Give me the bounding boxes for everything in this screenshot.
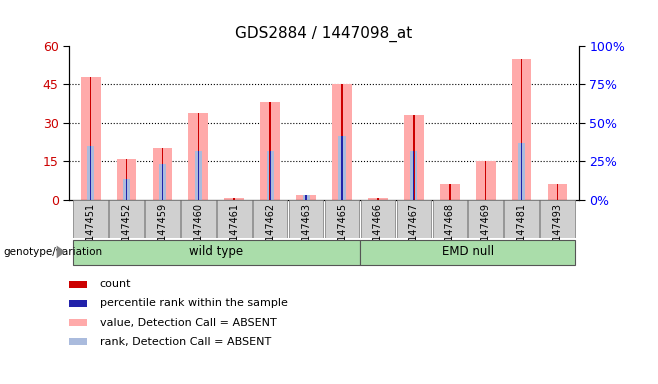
Text: GSM147461: GSM147461 [229, 203, 240, 262]
Bar [296, 195, 316, 200]
Bar [90, 77, 91, 200]
Bar [360, 240, 576, 265]
Bar [449, 184, 451, 200]
Bar [87, 146, 94, 200]
Bar [217, 200, 251, 238]
Bar [338, 136, 345, 200]
Polygon shape [57, 246, 66, 258]
Bar [266, 151, 274, 200]
Text: GSM147468: GSM147468 [445, 203, 455, 262]
Text: EMD null: EMD null [442, 245, 494, 258]
Bar [181, 200, 216, 238]
Bar [404, 115, 424, 200]
Bar [540, 200, 574, 238]
Bar [253, 200, 288, 238]
Bar [305, 195, 307, 200]
Bar [145, 200, 180, 238]
Bar [123, 179, 130, 200]
Text: GSM147451: GSM147451 [86, 203, 95, 262]
Bar [485, 161, 486, 200]
Bar [432, 200, 467, 238]
Bar [476, 161, 495, 200]
Text: GSM147462: GSM147462 [265, 203, 275, 262]
Bar [410, 151, 417, 200]
Text: value, Detection Call = ABSENT: value, Detection Call = ABSENT [100, 318, 276, 328]
Bar [342, 136, 343, 200]
Bar [126, 159, 128, 200]
Bar [518, 143, 525, 200]
Bar [69, 319, 87, 326]
Bar [153, 149, 172, 200]
Bar [368, 199, 388, 200]
Bar [557, 184, 558, 200]
Bar [72, 240, 360, 265]
Text: count: count [100, 279, 131, 289]
Bar [162, 164, 163, 200]
Bar [234, 199, 235, 200]
Bar [109, 200, 144, 238]
Bar [520, 59, 522, 200]
Bar [303, 195, 310, 200]
Bar [397, 200, 431, 238]
Text: GSM147493: GSM147493 [553, 203, 563, 262]
Bar [512, 59, 532, 200]
Bar [468, 200, 503, 238]
Bar [195, 151, 202, 200]
Bar [521, 143, 522, 200]
Text: GSM147467: GSM147467 [409, 203, 419, 262]
Text: GSM147459: GSM147459 [157, 203, 168, 262]
Text: GSM147452: GSM147452 [122, 203, 132, 262]
Bar [90, 146, 91, 200]
Bar [162, 149, 163, 200]
Text: genotype/variation: genotype/variation [3, 247, 103, 257]
Text: percentile rank within the sample: percentile rank within the sample [100, 298, 288, 308]
Bar [413, 151, 415, 200]
Bar [261, 103, 280, 200]
Text: GSM147466: GSM147466 [373, 203, 383, 262]
Bar [289, 200, 323, 238]
Bar [224, 199, 244, 200]
Bar [342, 84, 343, 200]
Bar [440, 184, 460, 200]
Bar [377, 199, 379, 200]
Bar [269, 103, 271, 200]
Bar [547, 184, 567, 200]
Bar [504, 200, 539, 238]
Bar [116, 159, 136, 200]
Bar [197, 151, 199, 200]
Bar [126, 179, 127, 200]
Bar [159, 164, 166, 200]
Bar [74, 200, 108, 238]
Bar [361, 200, 395, 238]
Bar [197, 113, 199, 200]
Title: GDS2884 / 1447098_at: GDS2884 / 1447098_at [236, 26, 413, 42]
Bar [69, 338, 87, 345]
Bar [270, 151, 271, 200]
Bar [69, 300, 87, 307]
Text: rank, Detection Call = ABSENT: rank, Detection Call = ABSENT [100, 337, 271, 347]
Bar [69, 281, 87, 288]
Text: GSM147465: GSM147465 [337, 203, 347, 262]
Bar [305, 195, 307, 200]
Text: wild type: wild type [190, 245, 243, 258]
Text: GSM147463: GSM147463 [301, 203, 311, 262]
Text: GSM147481: GSM147481 [517, 203, 526, 262]
Text: GSM147469: GSM147469 [480, 203, 491, 262]
Bar [332, 84, 352, 200]
Bar [81, 77, 101, 200]
Bar [188, 113, 208, 200]
Text: GSM147460: GSM147460 [193, 203, 203, 262]
Bar [325, 200, 359, 238]
Bar [413, 115, 415, 200]
